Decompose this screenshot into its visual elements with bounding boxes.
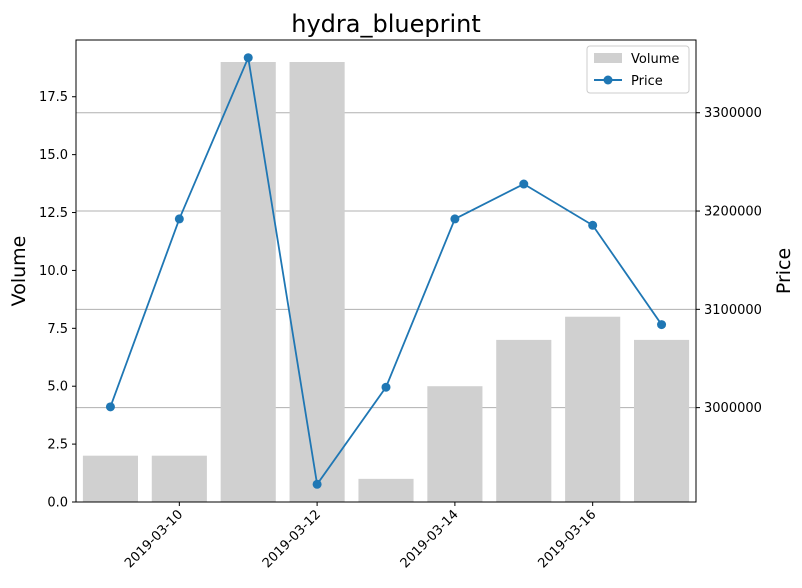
y-left-tick-label: 10.0 bbox=[39, 264, 68, 279]
price-point bbox=[174, 214, 184, 224]
y-left-tick-label: 12.5 bbox=[39, 206, 68, 221]
x-tick-label: 2019-03-14 bbox=[398, 507, 462, 571]
volume-bar bbox=[634, 339, 690, 502]
y-left-tick-label: 2.5 bbox=[47, 438, 68, 453]
y-right-tick-label: 3100000 bbox=[704, 303, 762, 318]
x-tick-label: 2019-03-10 bbox=[122, 507, 186, 571]
price-point bbox=[312, 479, 322, 489]
price-point bbox=[105, 402, 115, 412]
volume-bar bbox=[289, 62, 345, 502]
y-right-tick-label: 3000000 bbox=[704, 401, 762, 416]
y-left-tick-label: 7.5 bbox=[47, 322, 68, 337]
plot-frame bbox=[75, 39, 697, 503]
chart-title: hydra_blueprint bbox=[291, 10, 481, 38]
price-point bbox=[243, 53, 253, 63]
legend-volume-swatch bbox=[594, 53, 622, 63]
y-right-axis-label: Price bbox=[773, 248, 795, 294]
volume-bar bbox=[565, 316, 621, 502]
volume-bar bbox=[496, 339, 552, 502]
y-right-tick-label: 3300000 bbox=[704, 106, 762, 121]
legend-price-marker bbox=[603, 75, 613, 85]
price-point bbox=[588, 220, 598, 230]
y-right-tick-label: 3200000 bbox=[704, 205, 762, 220]
x-tick-label: 2019-03-12 bbox=[260, 507, 324, 571]
legend-volume-label: Volume bbox=[631, 52, 679, 67]
volume-bar bbox=[82, 455, 138, 502]
volume-bar bbox=[358, 478, 414, 502]
volume-bar bbox=[427, 386, 483, 502]
volume-bar bbox=[151, 455, 207, 502]
price-point bbox=[450, 214, 460, 224]
x-tick-label: 2019-03-16 bbox=[535, 507, 599, 571]
legend-price-label: Price bbox=[631, 74, 663, 89]
price-point bbox=[381, 382, 391, 392]
y-left-tick-label: 0.0 bbox=[47, 496, 68, 511]
price-point bbox=[657, 320, 667, 330]
y-left-axis-label: Volume bbox=[8, 236, 30, 307]
y-left-tick-label: 17.5 bbox=[39, 90, 68, 105]
price-point bbox=[519, 179, 529, 189]
y-left-tick-label: 5.0 bbox=[47, 380, 68, 395]
volume-bar bbox=[220, 62, 276, 502]
legend: Volume Price bbox=[586, 45, 690, 94]
y-left-tick-label: 15.0 bbox=[39, 148, 68, 163]
